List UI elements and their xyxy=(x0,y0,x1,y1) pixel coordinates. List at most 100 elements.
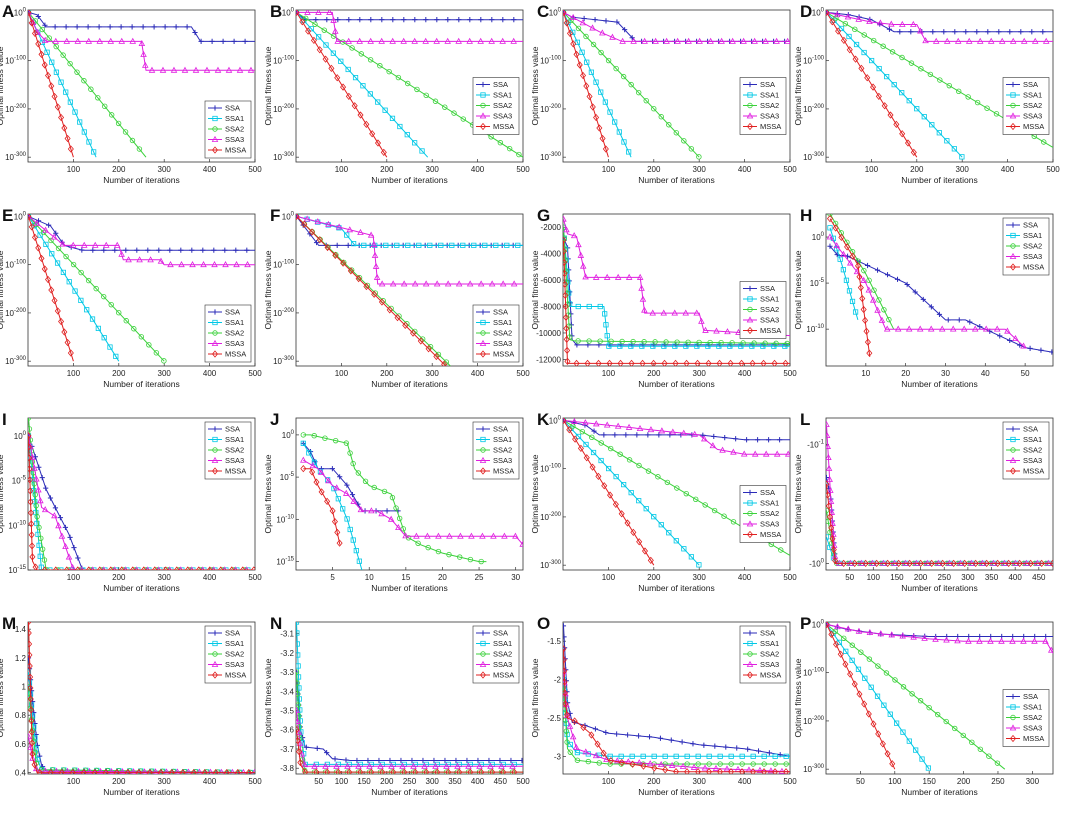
x-axis-label: Number of iterations xyxy=(901,787,978,797)
x-tick-label: 200 xyxy=(647,573,661,582)
data-point xyxy=(1009,37,1017,44)
data-point xyxy=(840,267,846,273)
data-point xyxy=(709,442,717,449)
data-point xyxy=(371,251,379,258)
data-point xyxy=(870,720,877,728)
data-point xyxy=(43,241,49,248)
series-layer xyxy=(826,622,1053,771)
panel-label: O xyxy=(537,614,550,633)
data-point xyxy=(777,437,783,443)
data-point xyxy=(334,528,341,537)
data-point xyxy=(662,766,669,774)
data-point xyxy=(930,29,936,35)
data-point xyxy=(346,17,352,23)
data-point xyxy=(383,242,389,248)
x-tick-label: 20 xyxy=(901,369,910,378)
data-point xyxy=(302,768,309,774)
legend-label: SSA2 xyxy=(225,329,244,338)
data-point xyxy=(570,40,577,48)
data-point xyxy=(347,526,353,533)
data-point xyxy=(85,24,91,30)
data-point xyxy=(590,41,597,48)
data-point xyxy=(355,470,362,476)
data-point xyxy=(869,296,877,303)
legend-item-ssa2: SSA2 xyxy=(1006,242,1042,251)
y-tick-label: -3 xyxy=(554,752,562,761)
data-point xyxy=(856,273,863,281)
data-point xyxy=(435,548,442,555)
data-point xyxy=(422,37,429,44)
data-point xyxy=(35,486,42,493)
data-point xyxy=(129,566,136,570)
data-point xyxy=(889,49,896,55)
data-point xyxy=(727,359,734,366)
legend-label: SSA xyxy=(1023,80,1038,89)
data-point xyxy=(936,311,943,317)
series-line xyxy=(826,11,1053,42)
series-line xyxy=(28,12,74,158)
data-point xyxy=(657,735,664,741)
data-point xyxy=(118,250,125,257)
legend-marker xyxy=(480,630,486,636)
data-point xyxy=(300,456,307,463)
data-point xyxy=(39,546,46,552)
data-point xyxy=(717,768,724,774)
data-point xyxy=(639,343,645,349)
x-tick-label: 5 xyxy=(330,573,335,582)
data-point xyxy=(647,426,655,433)
data-point xyxy=(914,106,920,112)
legend-item-ssa: SSA xyxy=(1006,221,1038,230)
data-point xyxy=(929,122,935,128)
data-point xyxy=(564,346,571,354)
data-point xyxy=(881,102,888,110)
data-point xyxy=(563,678,568,686)
series-line xyxy=(826,484,1053,564)
legend-label: SSA3 xyxy=(225,339,244,348)
data-point xyxy=(350,460,356,467)
data-point xyxy=(63,89,69,95)
legend-marker xyxy=(747,296,753,302)
data-point xyxy=(618,758,625,767)
data-point xyxy=(200,261,207,268)
data-point xyxy=(662,753,668,759)
data-point xyxy=(302,767,308,774)
data-point xyxy=(740,340,746,346)
y-tick-label: 10-200 xyxy=(5,104,27,114)
data-point xyxy=(934,711,941,718)
data-point xyxy=(852,26,858,33)
data-point xyxy=(766,437,772,443)
data-point xyxy=(950,559,957,568)
series-ssa3 xyxy=(296,214,523,287)
data-point xyxy=(489,17,495,23)
data-point xyxy=(917,559,924,568)
data-point xyxy=(162,24,168,30)
data-point xyxy=(563,280,568,289)
data-point xyxy=(250,566,255,570)
data-point xyxy=(591,428,597,434)
data-point xyxy=(412,768,419,774)
data-point xyxy=(640,762,647,770)
legend-label: MSSA xyxy=(225,350,246,359)
data-point xyxy=(244,247,250,253)
data-point xyxy=(658,114,664,120)
data-point xyxy=(116,310,122,316)
data-point xyxy=(977,746,984,752)
data-point xyxy=(597,303,603,310)
data-point xyxy=(965,94,971,100)
data-point xyxy=(983,559,990,568)
data-point xyxy=(894,276,901,282)
data-point xyxy=(707,339,713,346)
data-point xyxy=(338,58,344,64)
data-point xyxy=(684,753,690,759)
panel-label: L xyxy=(800,410,810,429)
data-point xyxy=(146,768,153,774)
legend-marker xyxy=(1010,92,1016,98)
y-tick-label: -3.4 xyxy=(280,687,294,696)
data-point xyxy=(411,37,418,44)
data-point xyxy=(52,37,60,44)
y-tick-label: -3.6 xyxy=(280,726,294,735)
